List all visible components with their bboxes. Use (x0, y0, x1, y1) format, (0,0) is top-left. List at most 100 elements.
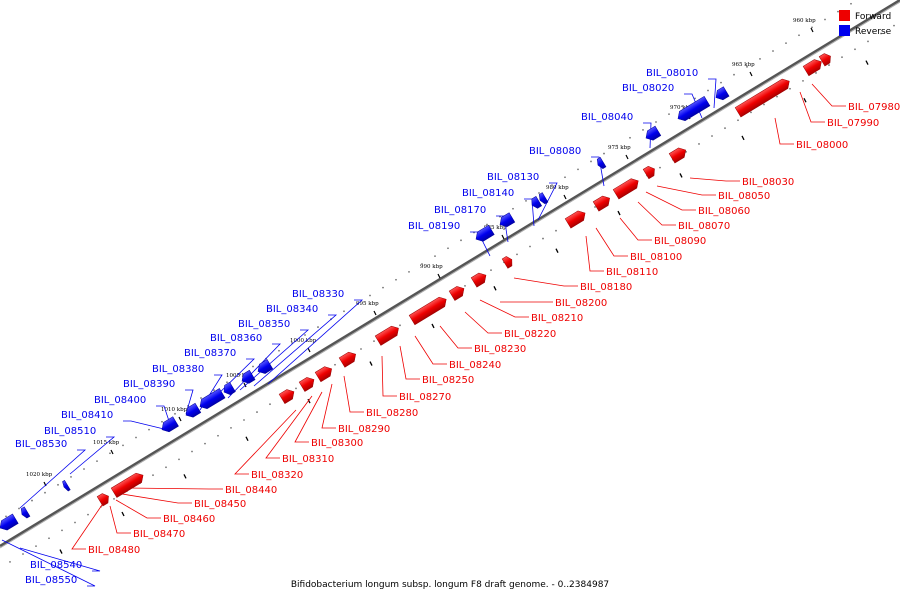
forward-gene-arrow (612, 178, 639, 200)
grid-dot (395, 278, 397, 281)
grid-dot (269, 403, 271, 406)
reverse-gene-label: BIL_08350 (238, 319, 290, 330)
reverse-gene-arrow (241, 369, 256, 384)
forward-gene-label: BIL_07990 (827, 118, 879, 129)
forward-gene-label: BIL_08180 (580, 282, 632, 293)
leader-line (414, 335, 447, 365)
leader-lines (1, 78, 846, 587)
grid-dot (152, 474, 154, 477)
lower-tick-mark (493, 286, 497, 291)
forward-gene-arrow (448, 286, 465, 301)
grid-dot (707, 89, 709, 92)
forward-gene-label: BIL_08450 (194, 499, 246, 510)
grid-dot (668, 113, 670, 116)
reverse-gene-label: BIL_08190 (408, 221, 460, 232)
grid-dot (486, 223, 488, 226)
lower-tick-mark (59, 549, 63, 554)
reverse-gene-arrow (199, 388, 226, 410)
grid-dot (9, 561, 11, 563)
tick-label: 985 kbp (484, 225, 507, 231)
leader-line (656, 185, 716, 196)
forward-gene-arrow (374, 325, 399, 346)
lower-tick-mark (121, 511, 125, 517)
reverse-gene-arrow (715, 86, 730, 101)
tick-mark (110, 449, 114, 455)
leader-line (585, 235, 604, 272)
reverse-gene-arrow (538, 192, 549, 205)
grid-dot (763, 103, 765, 106)
leader-line (591, 156, 605, 187)
forward-gene-arrow (668, 147, 686, 164)
grid-dot (460, 239, 462, 242)
grid-dot (334, 363, 336, 366)
reverse-gene-arrow (185, 402, 202, 418)
grid-dot (83, 468, 85, 470)
grid-dot (96, 460, 98, 463)
leader-line (69, 436, 116, 475)
legend-swatch-reverse (839, 25, 850, 36)
grid-dot (698, 143, 700, 145)
reverse-gene-arrow (257, 359, 274, 374)
grid-dot (87, 513, 89, 516)
tick-mark (810, 27, 814, 33)
tick-mark (501, 234, 505, 240)
grid-dot (161, 420, 163, 423)
forward-gene-arrow (592, 195, 610, 212)
grid-dot (74, 521, 76, 524)
lower-tick-mark (431, 323, 435, 329)
tick-mark (307, 347, 311, 353)
grid-dot (798, 34, 800, 37)
reverse-gene-label: BIL_08330 (292, 289, 344, 300)
grid-dot (178, 458, 180, 461)
grid-dot (789, 87, 791, 90)
grid-dot (369, 294, 371, 297)
forward-gene-label: BIL_08300 (311, 438, 363, 449)
grid-dot (594, 206, 596, 208)
forward-gene-arrow (298, 377, 315, 392)
tick-mark (178, 416, 182, 422)
grid-dot (165, 466, 167, 469)
grid-dot (802, 79, 804, 82)
leader-line (619, 217, 652, 241)
grid-dot (867, 40, 869, 43)
grid-dot (824, 18, 826, 21)
lower-tick-mark (307, 398, 311, 404)
leader-line (253, 314, 338, 387)
reverse-gene-arrow (645, 125, 662, 141)
reverse-gene-label: BIL_08530 (15, 439, 67, 450)
forward-gene-label: BIL_08290 (338, 424, 390, 435)
forward-gene-label: BIL_08090 (654, 236, 706, 247)
lower-tick-mark (245, 436, 249, 442)
leader-line (708, 78, 717, 109)
grid-dot (577, 168, 579, 171)
grid-dot (880, 32, 882, 35)
lower-tick-mark (555, 248, 559, 253)
grid-dot (737, 119, 739, 122)
grid-dot (512, 207, 514, 210)
grid-dot (854, 48, 856, 51)
forward-gene-label: BIL_08250 (422, 375, 474, 386)
leader-line (234, 409, 297, 475)
leader-line (774, 117, 794, 145)
leader-line (156, 405, 171, 425)
forward-gene-label: BIL_08030 (742, 177, 794, 188)
grid-dot (642, 129, 644, 131)
lower-tick-mark (679, 173, 683, 178)
reverse-gene-arrow (499, 212, 516, 228)
forward-gene-label: BIL_08310 (282, 454, 334, 465)
leader-line (121, 493, 192, 504)
grid-dot (603, 152, 605, 155)
legend-label-reverse: Reverse (855, 27, 892, 37)
forward-gene-label: BIL_08480 (88, 545, 140, 556)
grid-dot (837, 10, 839, 13)
reverse-gene-arrow (0, 513, 19, 531)
leader-line (399, 345, 420, 380)
grid-dot (200, 397, 202, 399)
grid-dot (204, 442, 206, 445)
leader-line (123, 420, 169, 431)
forward-gene-label: BIL_08200 (555, 298, 607, 309)
grid-dot (811, 26, 813, 29)
forward-gene-label: BIL_08230 (474, 344, 526, 355)
reverse-gene-arrow (531, 196, 543, 209)
grid-dot (711, 135, 713, 137)
